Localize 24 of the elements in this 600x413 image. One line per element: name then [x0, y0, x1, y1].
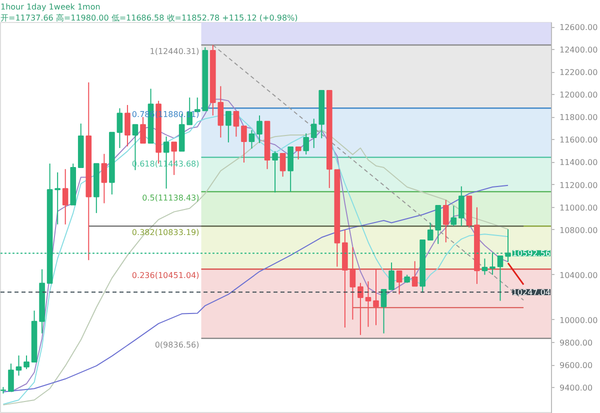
y-tick-label: 11800.00: [560, 113, 598, 122]
y-tick-label: 11600.00: [560, 136, 598, 145]
ref-line-label: 0.236(10451.04): [132, 271, 200, 280]
ref-line-label: 0.382(10833.19): [132, 228, 200, 238]
y-tick-label: 9800.00: [560, 338, 593, 348]
y-tick-label: 9600.00: [560, 361, 593, 370]
annotation: 开=11737.66 高=11980.00 低=11686.58 收=11852.78 +115.12 (+0.98%): [0, 14, 298, 22]
y-tick-label: 9400.00: [560, 384, 593, 393]
y-tick-label: 10800.00: [560, 226, 598, 235]
y-tick-label: 11400.00: [560, 158, 598, 168]
ref-line-label: 0(9836.56): [154, 340, 200, 350]
y-tick-label: 12000.00: [560, 90, 598, 100]
y-tick-label: 11200.00: [560, 180, 598, 190]
y-tick-label: 10000.00: [560, 316, 598, 325]
y-tick-label: 12200.00: [560, 68, 598, 78]
y-tick-label: 10400.00: [560, 270, 598, 280]
ref-line-label: 10247.04: [512, 288, 550, 298]
ref-line-label: 0.5(11138.43): [142, 194, 200, 203]
y-tick-label: 12600.00: [560, 23, 598, 32]
ref-line-label: 1(12440.31): [150, 47, 200, 56]
text: 1hour 1day 1week 1mon: [0, 2, 100, 12]
y-tick-label: 12400.00: [560, 46, 598, 55]
ref-line-label: 10592.56: [512, 249, 550, 258]
y-tick-label: 11000.00: [560, 203, 598, 212]
